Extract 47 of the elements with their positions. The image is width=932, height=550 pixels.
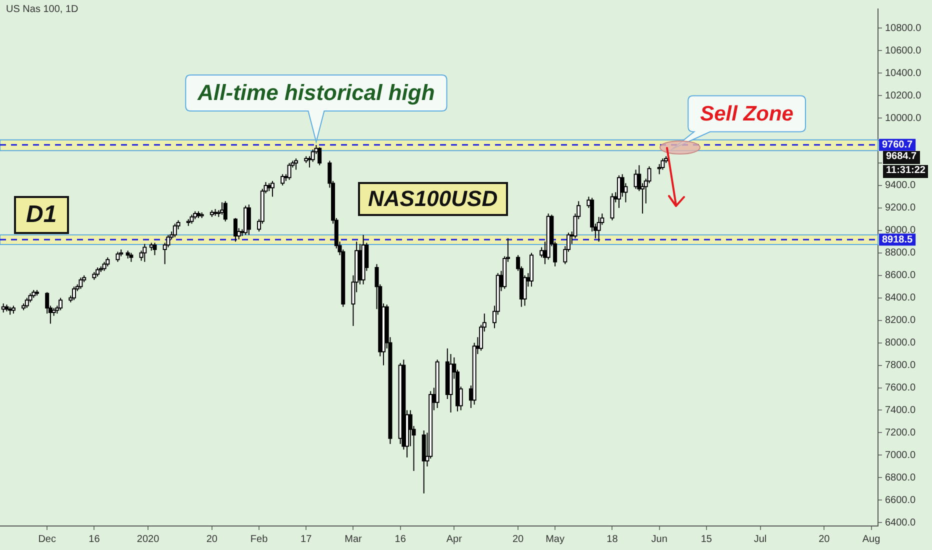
y-tick-label: 10600.0 (885, 45, 922, 56)
y-tick-label: 10000.0 (885, 112, 922, 124)
annotation: NAS100USD (358, 182, 508, 216)
x-tick-label: 20 (512, 534, 524, 545)
y-tick-label: 8800.0 (885, 248, 916, 259)
y-tick-label: 10800.0 (885, 22, 922, 34)
x-tick-label: Jun (651, 534, 668, 545)
annotation: D1 (14, 196, 69, 234)
x-tick-label: 20 (818, 534, 830, 545)
y-tick-label: 7800.0 (885, 360, 916, 372)
ref-line-label: 9760.7 (882, 140, 914, 151)
x-tick-label: 16 (88, 534, 100, 545)
x-tick-label: 20 (206, 534, 218, 545)
y-tick-label: 6800.0 (885, 472, 916, 484)
y-tick-label: 6600.0 (885, 494, 916, 506)
x-tick-label: 2020 (136, 534, 160, 545)
y-tick-label: 8200.0 (885, 315, 916, 326)
x-tick-label: Dec (38, 534, 56, 545)
y-tick-label: 6400.0 (885, 517, 916, 528)
x-tick-label: 15 (700, 534, 712, 545)
x-tick-label: 17 (300, 534, 312, 545)
x-tick-label: Aug (862, 534, 880, 545)
y-tick-label: 10200.0 (885, 90, 922, 102)
x-tick-label: Jul (754, 534, 767, 545)
y-tick-label: 7400.0 (885, 404, 916, 416)
y-tick-label: 8000.0 (885, 338, 916, 349)
y-tick-label: 7600.0 (885, 382, 916, 394)
y-tick-label: 8600.0 (885, 270, 916, 282)
x-tick-label: 18 (606, 534, 618, 545)
annotation: All-time historical high (196, 80, 435, 106)
y-tick-label: 8400.0 (885, 292, 916, 304)
y-tick-label: 9000.0 (885, 225, 916, 236)
y-tick-label: 9200.0 (885, 202, 916, 214)
text: 9684.7 (883, 151, 920, 164)
y-tick-label: 7000.0 (885, 450, 916, 461)
y-tick-label: 7200.0 (885, 427, 916, 438)
text: 11:31:22 (883, 165, 928, 178)
y-tick-label: 10400.0 (885, 68, 922, 79)
y-tick-label: 9400.0 (885, 180, 916, 192)
x-tick-label: Feb (250, 534, 268, 545)
x-tick-label: 16 (394, 534, 406, 545)
chart-title: US Nas 100, 1D (6, 4, 78, 15)
x-tick-label: Apr (446, 534, 463, 545)
annotation: Sell Zone (700, 102, 794, 126)
ref-line-label: 8918.5 (882, 234, 914, 246)
x-tick-label: Mar (344, 534, 362, 545)
x-tick-label: May (546, 534, 565, 545)
